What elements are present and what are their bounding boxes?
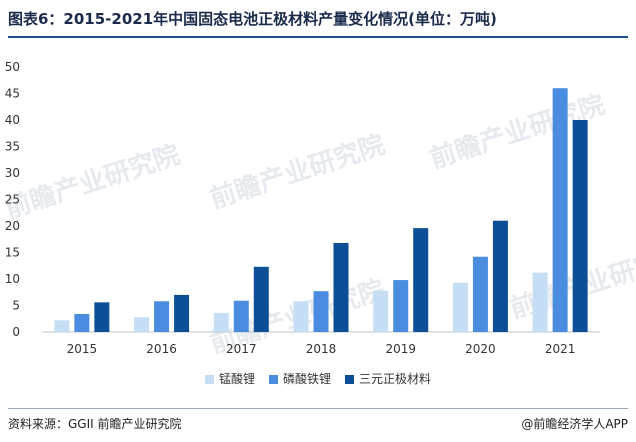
- x-tick-label: 2015: [67, 342, 98, 356]
- bar-2015-series-1: [54, 320, 70, 332]
- x-tick-label: 2019: [385, 342, 416, 356]
- watermark-text: 前瞻产业研究院: [506, 239, 636, 325]
- bar-2018-series-1: [293, 301, 309, 332]
- source-note: 资料来源：GGII 前瞻产业研究院: [8, 417, 182, 431]
- legend-item: 磷酸铁锂: [268, 370, 331, 387]
- footer: 资料来源：GGII 前瞻产业研究院 @前瞻经济学人APP: [8, 408, 628, 432]
- legend-label: 三元正极材料: [359, 372, 432, 386]
- bar-2018-series-2: [313, 291, 329, 332]
- x-tick-label: 2021: [545, 342, 576, 356]
- bar-2019-series-3: [413, 228, 429, 332]
- x-tick-label: 2020: [465, 342, 496, 356]
- bar-2016-series-2: [154, 301, 170, 332]
- y-tick-label: 0: [12, 325, 20, 339]
- bar-2015-series-3: [94, 302, 110, 332]
- chart-legend: 锰酸锂 磷酸铁锂 三元正极材料: [0, 370, 636, 387]
- y-tick-label: 50: [5, 60, 20, 74]
- legend-item: 三元正极材料: [345, 370, 431, 387]
- x-tick-label: 2018: [306, 342, 337, 356]
- chart-axes: 0 5 10 15 20 25 30 35 40 45 50 2015 2016 2017 2018 2019…: [5, 60, 600, 356]
- bar-2018-series-3: [333, 242, 349, 332]
- legend-swatch: [268, 375, 278, 384]
- y-tick-label: 15: [5, 246, 20, 260]
- bar-2017-series-1: [213, 312, 229, 332]
- chart-bars: [54, 88, 588, 332]
- brand-credit: @前瞻经济学人APP: [521, 417, 628, 431]
- x-tick-label: 2016: [146, 342, 177, 356]
- x-tick-label: 2017: [226, 342, 257, 356]
- watermark-text: 前瞻产业研究院: [1, 139, 184, 225]
- legend-label: 磷酸铁锂: [282, 372, 331, 386]
- bar-2021-series-1: [532, 272, 548, 332]
- y-tick-label: 25: [5, 193, 20, 207]
- bar-2020-series-2: [472, 256, 488, 332]
- bar-2016-series-3: [174, 294, 190, 332]
- legend-swatch: [345, 375, 354, 384]
- y-tick-label: 10: [5, 272, 20, 286]
- y-tick-label: 30: [5, 166, 20, 180]
- y-tick-label: 5: [12, 299, 20, 313]
- legend-label: 锰酸锂: [218, 372, 255, 386]
- bar-2020-series-3: [492, 220, 508, 332]
- chart-title: 图表6：2015-2021年中国固态电池正极材料产量变化情况(单位：万吨): [8, 10, 497, 28]
- bar-2019-series-1: [373, 290, 389, 332]
- title-divider: [8, 36, 628, 38]
- bar-2020-series-1: [452, 282, 468, 332]
- bar-chart: 前瞻产业研究院前瞻产业研究院前瞻产业研究院前瞻产业研究院前瞻产业研究院 0510…: [1, 60, 636, 360]
- bar-2016-series-1: [134, 317, 150, 332]
- y-tick-label: 35: [5, 140, 20, 154]
- bar-2017-series-2: [233, 300, 249, 332]
- y-tick-label: 20: [5, 219, 20, 233]
- y-tick-label: 45: [5, 87, 20, 101]
- bar-2019-series-2: [393, 280, 409, 332]
- bar-2017-series-3: [253, 266, 269, 332]
- bar-2015-series-2: [74, 313, 90, 332]
- legend-swatch: [204, 375, 214, 384]
- watermark-text: 前瞻产业研究院: [206, 129, 389, 215]
- legend-item: 锰酸锂: [204, 370, 255, 387]
- y-tick-label: 40: [5, 113, 20, 127]
- bar-2021-series-2: [552, 88, 568, 332]
- bar-2021-series-3: [572, 120, 588, 332]
